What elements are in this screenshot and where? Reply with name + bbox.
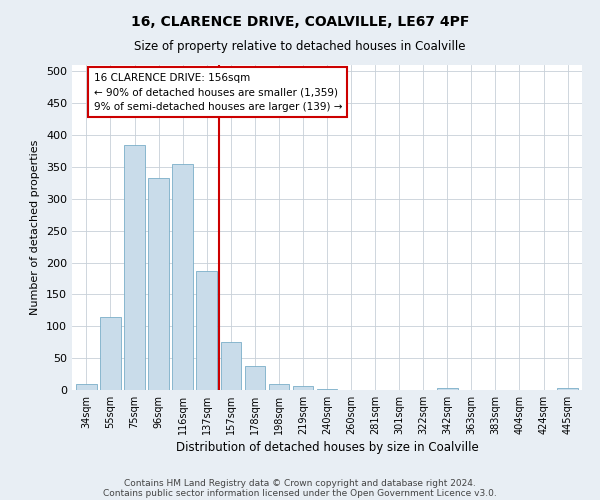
Bar	[124, 144, 145, 390]
Bar	[437, 388, 458, 390]
Text: Size of property relative to detached houses in Coalville: Size of property relative to detached ho…	[134, 40, 466, 53]
Bar	[557, 388, 578, 390]
Text: Contains public sector information licensed under the Open Government Licence v3: Contains public sector information licen…	[103, 488, 497, 498]
Bar	[269, 384, 289, 390]
Text: Contains HM Land Registry data © Crown copyright and database right 2024.: Contains HM Land Registry data © Crown c…	[124, 478, 476, 488]
Text: 16 CLARENCE DRIVE: 156sqm
← 90% of detached houses are smaller (1,359)
9% of sem: 16 CLARENCE DRIVE: 156sqm ← 90% of detac…	[94, 72, 342, 112]
Bar	[245, 366, 265, 390]
Bar	[148, 178, 169, 390]
Bar	[100, 316, 121, 390]
Bar	[196, 271, 217, 390]
Bar	[293, 386, 313, 390]
Text: 16, CLARENCE DRIVE, COALVILLE, LE67 4PF: 16, CLARENCE DRIVE, COALVILLE, LE67 4PF	[131, 15, 469, 29]
Bar	[221, 342, 241, 390]
Bar	[76, 384, 97, 390]
Bar	[172, 164, 193, 390]
Y-axis label: Number of detached properties: Number of detached properties	[31, 140, 40, 315]
Bar	[317, 388, 337, 390]
X-axis label: Distribution of detached houses by size in Coalville: Distribution of detached houses by size …	[176, 441, 478, 454]
